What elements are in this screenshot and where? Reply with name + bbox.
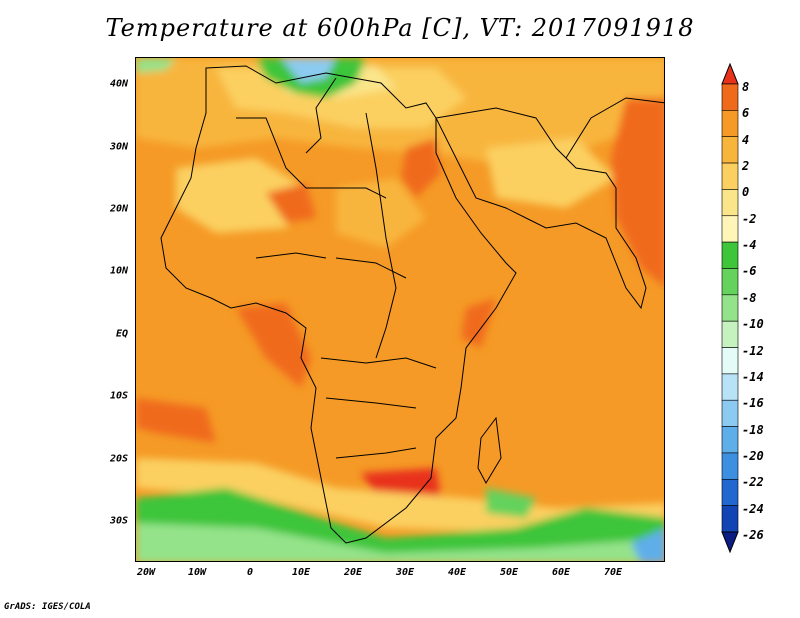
lon-label-20e: 20E bbox=[343, 567, 363, 578]
colorbar-label: -12 bbox=[742, 343, 764, 358]
lat-label-30s: 30S bbox=[109, 515, 128, 527]
colorbar-label: -18 bbox=[742, 422, 764, 437]
colorbar-label: -26 bbox=[742, 528, 764, 542]
lon-label-20w: 20W bbox=[136, 567, 156, 578]
colorbar-band bbox=[721, 320, 739, 348]
lat-label-eq: EQ bbox=[115, 328, 128, 340]
colorbar-label: -10 bbox=[742, 317, 764, 332]
colorbar-label: -4 bbox=[742, 238, 757, 253]
temperature-map bbox=[136, 58, 664, 561]
colorbar-band bbox=[721, 83, 739, 111]
colorbar-band bbox=[721, 347, 739, 375]
lon-label-10w: 10W bbox=[187, 567, 207, 578]
coastlines bbox=[160, 65, 664, 544]
colorbar-band bbox=[721, 426, 739, 454]
colorbar-band bbox=[721, 162, 739, 190]
lon-label-40e: 40E bbox=[447, 567, 467, 578]
colorbar-band bbox=[721, 215, 739, 243]
colorbar-label: -6 bbox=[742, 264, 757, 279]
temperature-field-patches bbox=[136, 58, 664, 561]
map-title: Temperature at 600hPa [C], VT: 201709191… bbox=[105, 14, 695, 42]
colorbar-label: -2 bbox=[742, 211, 757, 226]
colorbar-band bbox=[721, 505, 739, 533]
colorbar-label: -22 bbox=[742, 475, 764, 490]
map-area bbox=[135, 57, 665, 562]
colorbar-top-arrow bbox=[721, 62, 739, 85]
colorbar-label: 0 bbox=[742, 185, 750, 200]
colorbar-label: 8 bbox=[742, 80, 750, 94]
lat-label-20n: 20N bbox=[109, 203, 128, 215]
lat-label-20s: 20S bbox=[109, 453, 128, 465]
colorbar-label: 2 bbox=[742, 159, 750, 174]
lat-label-10s: 10S bbox=[109, 390, 128, 402]
lon-label-60e: 60E bbox=[551, 567, 571, 578]
lon-label-0: 0 bbox=[246, 567, 254, 578]
footer-credit: GrADS: IGES/COLA bbox=[4, 602, 91, 612]
colorbar-label: -24 bbox=[742, 501, 764, 516]
lon-label-10e: 10E bbox=[291, 567, 311, 578]
lon-label-70e: 70E bbox=[603, 567, 623, 578]
lat-label-10n: 10N bbox=[109, 265, 128, 277]
colorbar-label: -20 bbox=[742, 448, 764, 463]
colorbar-band bbox=[721, 136, 739, 164]
colorbar-label: 6 bbox=[742, 106, 750, 121]
colorbar-band bbox=[721, 478, 739, 506]
colorbar-label: -14 bbox=[742, 369, 764, 384]
colorbar-band bbox=[721, 294, 739, 322]
lon-label-30e: 30E bbox=[395, 567, 415, 578]
colorbar-band bbox=[721, 399, 739, 427]
colorbar-band bbox=[721, 373, 739, 401]
colorbar-band bbox=[721, 110, 739, 138]
colorbar-label: -16 bbox=[742, 396, 764, 411]
colorbar-band bbox=[721, 241, 739, 269]
lon-label-50e: 50E bbox=[499, 567, 519, 578]
colorbar-band bbox=[721, 268, 739, 296]
colorbar-label: 4 bbox=[742, 132, 750, 147]
lat-label-40n: 40N bbox=[109, 78, 128, 90]
lat-label-30n: 30N bbox=[109, 141, 128, 153]
colorbar-band bbox=[721, 189, 739, 217]
colorbar-band bbox=[721, 452, 739, 480]
colorbar-bottom-arrow bbox=[721, 531, 739, 554]
colorbar-label: -8 bbox=[742, 290, 757, 305]
